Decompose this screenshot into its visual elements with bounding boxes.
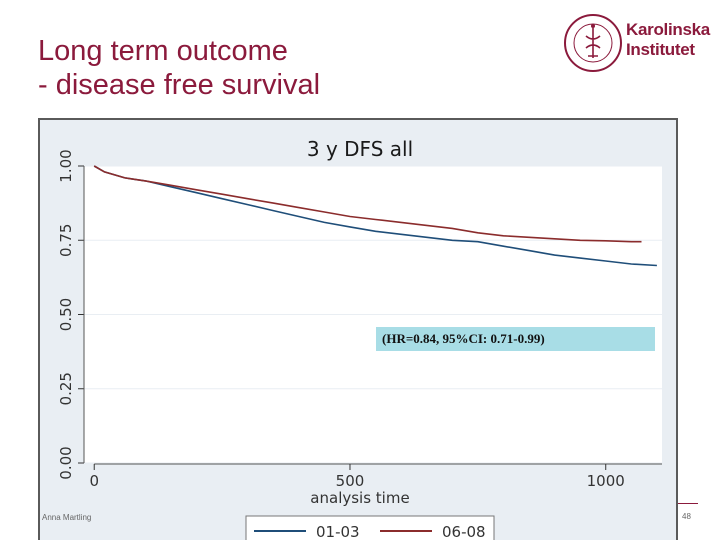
y-tick-label: 0.25: [57, 372, 75, 405]
hazard-ratio-annotation: (HR=0.84, 95%CI: 0.71-0.99): [376, 327, 655, 351]
y-tick-label: 1.00: [57, 149, 75, 182]
chart-title: 3 y DFS all: [307, 137, 413, 161]
y-tick-label: 0.50: [57, 298, 75, 331]
karolinska-seal-logo: [564, 14, 622, 72]
y-tick-label: 0.00: [57, 446, 75, 479]
logo-line1: Karolinska: [626, 20, 710, 39]
series-line-06-08: [93, 165, 642, 243]
page-number: 48: [682, 512, 691, 521]
x-tick-label: 500: [336, 472, 365, 490]
legend-label-01-03: 01-03: [316, 523, 360, 540]
logo-wordmark: Karolinska Institutet: [626, 20, 710, 60]
footer-rule: [678, 503, 698, 504]
slide-title-line1: Long term outcome: [38, 35, 288, 67]
x-tick-label: 1000: [587, 472, 625, 490]
x-axis-label: analysis time: [310, 489, 409, 507]
slide-title: Long term outcome - disease free surviva…: [38, 34, 320, 102]
y-tick-label: 0.75: [57, 224, 75, 257]
footer-author: Anna Martling: [42, 513, 92, 522]
chart-panel: 3 y DFS all 0.00 0.25 0.50 0.75 1.00 0 500 1000 a…: [38, 118, 678, 540]
legend-label-06-08: 06-08: [442, 523, 486, 540]
legend-box: [245, 515, 495, 540]
logo-line2: Institutet: [626, 40, 695, 59]
slide-title-line2: - disease free survival: [38, 69, 321, 101]
x-tick-label: 0: [89, 472, 99, 490]
survival-chart: 3 y DFS all 0.00 0.25 0.50 0.75 1.00 0 500 1000 a…: [57, 137, 662, 540]
